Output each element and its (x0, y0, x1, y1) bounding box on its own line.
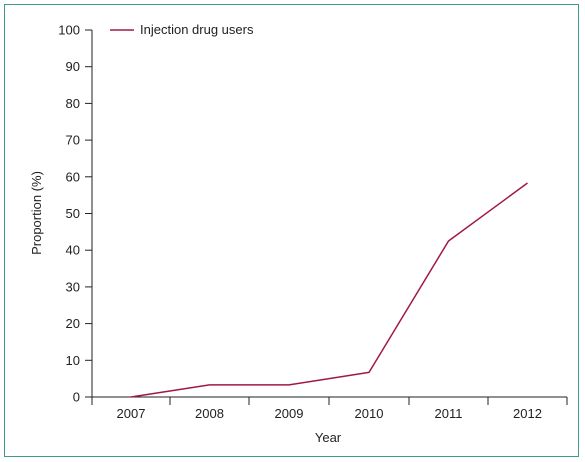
legend: Injection drug users (110, 22, 254, 37)
x-axis: 2007 2008 2009 2010 2011 2012 (91, 396, 568, 421)
y-tick-label: 70 (66, 133, 80, 148)
y-tick-label: 20 (66, 316, 80, 331)
x-tick-label: 2012 (513, 406, 542, 421)
x-tick-label: 2007 (117, 406, 146, 421)
figure-frame (4, 4, 579, 457)
y-tick-label: 80 (66, 96, 80, 111)
y-tick-label: 50 (66, 206, 80, 221)
x-tick-label: 2010 (355, 406, 384, 421)
x-tick-label: 2011 (435, 406, 463, 421)
series-group (130, 182, 528, 398)
y-axis: 0 10 20 30 40 50 60 70 80 90 100 (58, 23, 93, 405)
series-line (130, 182, 528, 398)
y-tick-label: 30 (66, 279, 80, 294)
x-axis-title: Year (315, 430, 342, 445)
y-tick-label: 40 (66, 243, 80, 258)
y-axis-title: Proportion (%) (29, 171, 44, 255)
y-tick-label: 0 (73, 390, 80, 405)
y-tick-label: 60 (66, 169, 80, 184)
y-tick-label: 90 (66, 59, 80, 74)
legend-label: Injection drug users (140, 22, 254, 37)
y-tick-label: 10 (66, 353, 80, 368)
x-tick-label: 2008 (195, 406, 224, 421)
y-tick-label: 100 (58, 23, 80, 38)
x-tick-label: 2009 (275, 406, 304, 421)
